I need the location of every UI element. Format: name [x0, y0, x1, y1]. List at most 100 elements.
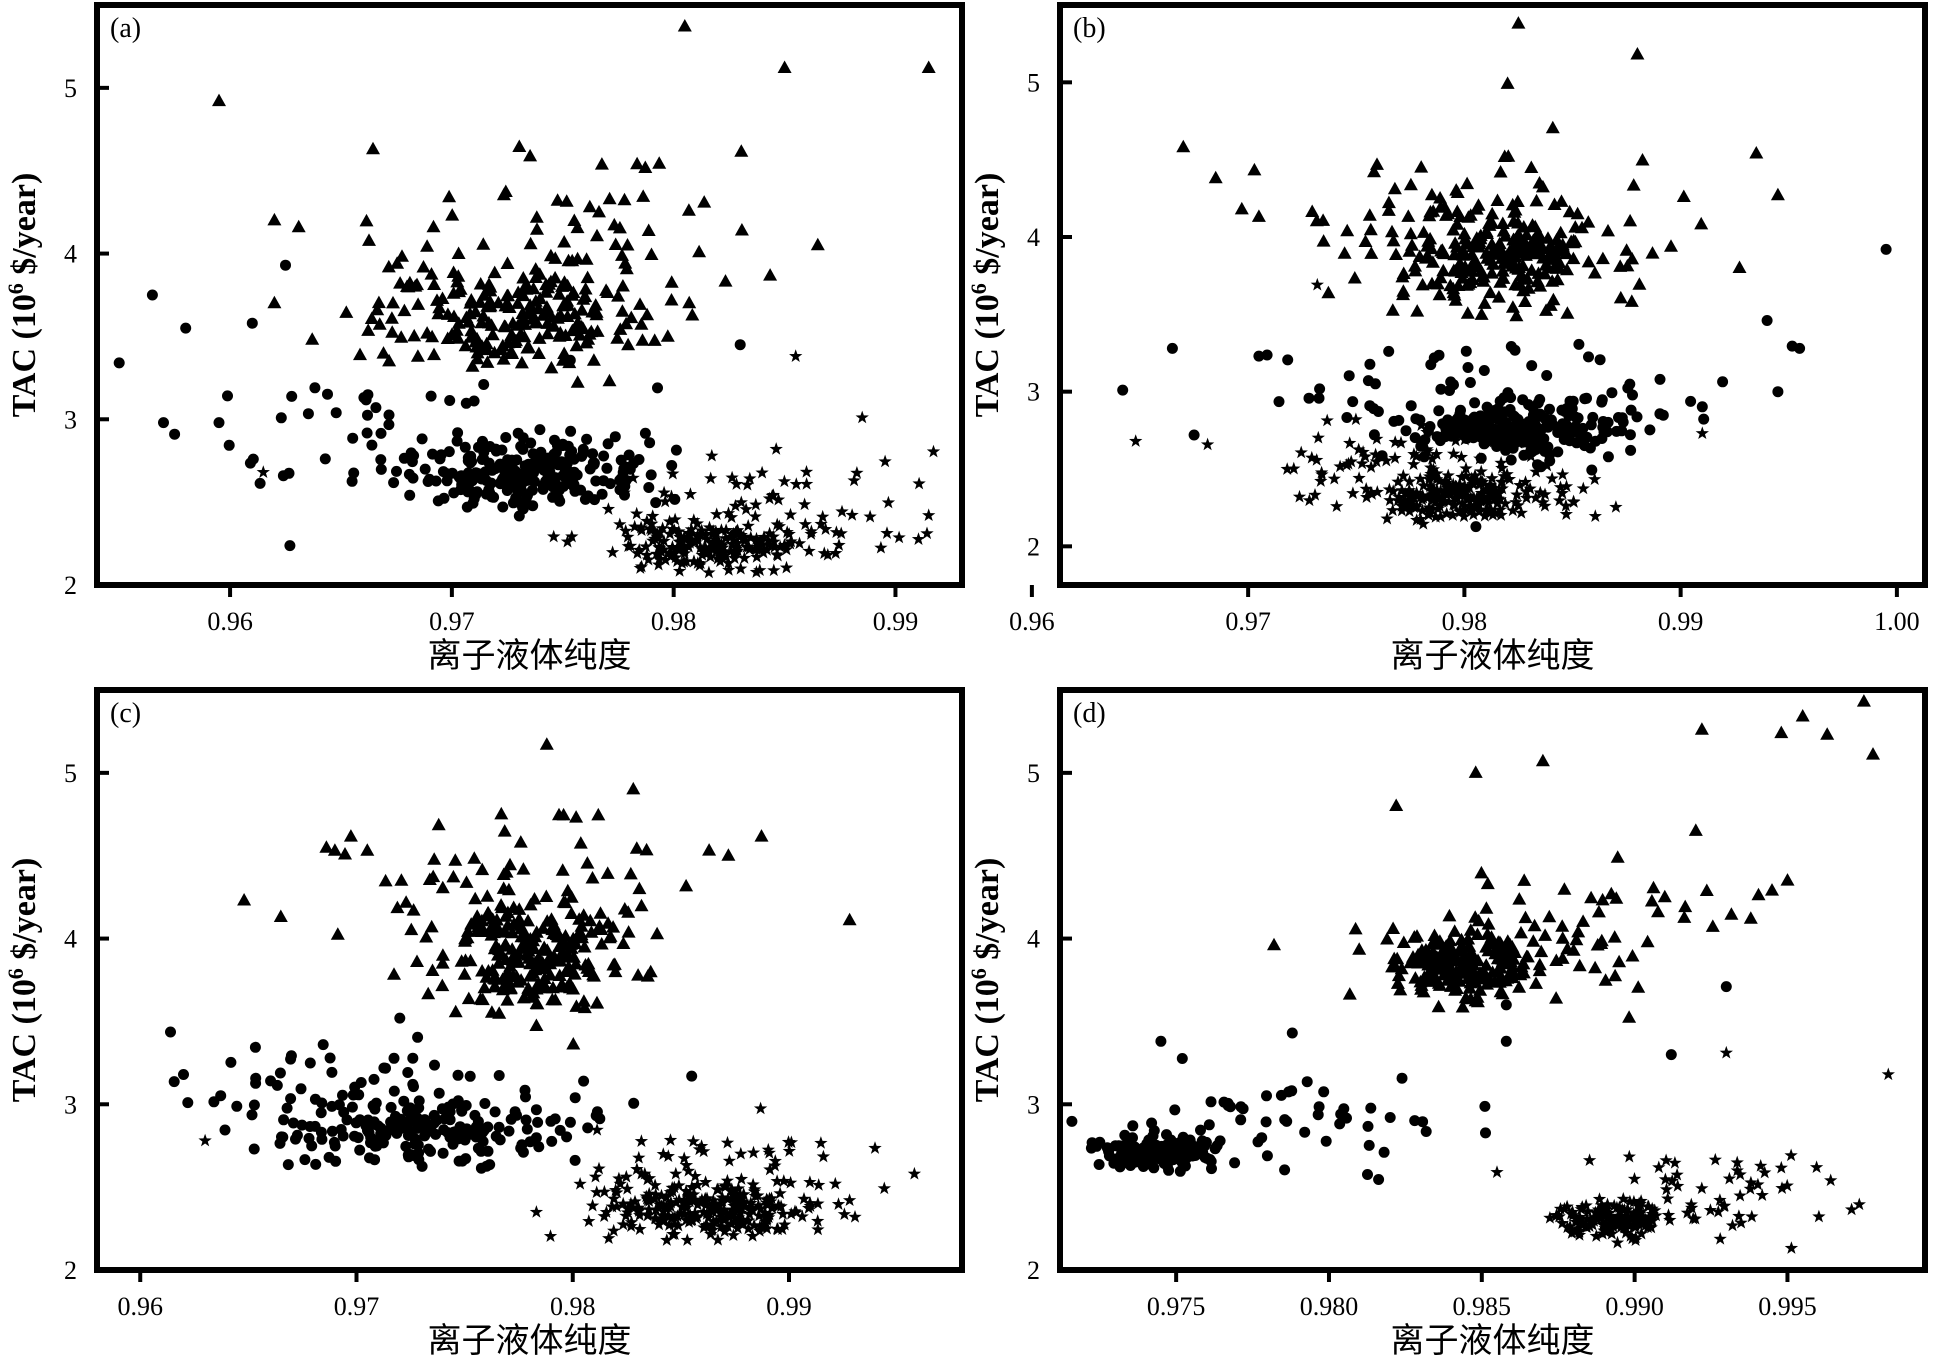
circle-point: [275, 412, 287, 424]
circle-point: [388, 1085, 400, 1097]
circle-point: [1253, 350, 1265, 362]
triangle-point: [1427, 928, 1442, 941]
triangle-point: [702, 843, 717, 856]
star-point: [1346, 486, 1360, 500]
triangle-point: [1352, 942, 1367, 955]
circle-point: [601, 462, 613, 474]
circle-point: [452, 1069, 464, 1081]
circle-point: [407, 1052, 419, 1064]
star-point: [881, 495, 896, 509]
star-point: [720, 1135, 735, 1149]
triangle-point: [633, 297, 647, 310]
triangle-point: [468, 891, 483, 905]
triangle-point: [457, 967, 472, 980]
circle-point: [1624, 429, 1636, 441]
triangle-point: [564, 906, 579, 919]
circle-point: [1602, 416, 1614, 428]
circle-point: [498, 472, 509, 484]
circle-point: [213, 417, 225, 429]
triangle-point: [431, 817, 446, 831]
circle-point: [375, 427, 387, 439]
triangle-point: [1694, 722, 1709, 735]
circle-point: [1261, 1090, 1272, 1102]
triangle-point: [1622, 1010, 1637, 1023]
circle-point: [1303, 392, 1315, 404]
circle-point: [623, 449, 635, 461]
star-point: [811, 1222, 825, 1236]
star-point: [832, 538, 846, 551]
circle-point: [222, 390, 233, 402]
circle-point: [1598, 426, 1610, 438]
triangle-point: [590, 228, 604, 242]
circle-point: [169, 428, 181, 440]
circle-point: [588, 458, 600, 470]
star-point: [663, 1133, 678, 1146]
triangle-point: [305, 332, 320, 345]
triangle-point: [385, 325, 400, 338]
triangle-point: [1560, 306, 1575, 319]
circle-point: [287, 1117, 299, 1129]
star-point: [892, 530, 906, 544]
triangle-point: [585, 871, 600, 884]
triangle-point: [399, 895, 414, 908]
circle-point: [503, 1125, 515, 1137]
circle-point: [1470, 521, 1482, 533]
circle-point: [316, 1097, 328, 1109]
triangle-point: [427, 852, 442, 865]
star-point: [1824, 1173, 1838, 1187]
circle-point: [1532, 397, 1544, 409]
triangle-point: [1581, 254, 1596, 268]
circle-point: [1654, 373, 1666, 385]
triangle-point: [567, 213, 582, 226]
y-tick-label: 4: [1027, 925, 1040, 954]
star-point: [590, 1123, 604, 1136]
star-point: [1733, 1188, 1747, 1202]
triangle-point: [664, 293, 679, 306]
star-point: [816, 1149, 831, 1163]
triangle-point: [435, 978, 450, 992]
triangle-point: [339, 305, 354, 318]
triangle-point: [615, 304, 630, 317]
triangle-point: [539, 889, 554, 902]
triangle-point: [1387, 181, 1402, 195]
circle-point: [326, 1066, 338, 1078]
x-axis-label: 离子液体纯度: [428, 637, 632, 675]
circle-point: [248, 1099, 260, 1111]
triangle-point: [1389, 798, 1404, 811]
star-point: [1745, 1209, 1759, 1223]
circle-point: [1573, 338, 1585, 350]
circle-point: [652, 382, 663, 394]
circle-point: [452, 427, 464, 439]
circle-point: [1544, 403, 1555, 415]
circle-point: [1433, 405, 1445, 417]
y-tick-label: 3: [1027, 378, 1040, 407]
x-tick-label: 0.96: [1009, 607, 1055, 636]
circle-point: [490, 1130, 502, 1142]
circle-point: [285, 1093, 297, 1105]
circle-point: [330, 407, 342, 419]
circle-point: [375, 454, 387, 466]
triangle-point: [1613, 290, 1628, 304]
circle-point: [1720, 981, 1732, 993]
triangle-point: [497, 824, 512, 837]
circle-point: [391, 465, 402, 477]
star-point: [855, 410, 869, 424]
star-point: [828, 1176, 842, 1190]
triangle-point: [366, 141, 380, 155]
star-point: [677, 1151, 691, 1165]
triangle-point: [1749, 146, 1764, 159]
circle-point: [1235, 1101, 1247, 1113]
circle-point: [1163, 1164, 1175, 1176]
triangle-point: [621, 925, 636, 938]
triangle-point: [1485, 206, 1500, 220]
circle-point: [1627, 389, 1638, 401]
plot-frame: [94, 2, 965, 588]
star-point: [705, 448, 719, 462]
circle-point: [1761, 315, 1773, 326]
circle-point: [1172, 1143, 1184, 1155]
star-point: [789, 349, 803, 362]
star-point: [605, 545, 620, 559]
circle-point: [477, 435, 488, 447]
circle-point: [1544, 449, 1555, 461]
